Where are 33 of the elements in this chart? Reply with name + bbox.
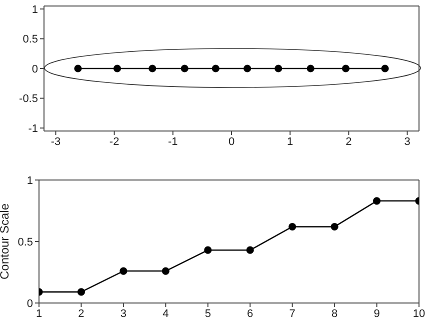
y-tick-label: -0.5 [19, 93, 38, 106]
x-tick-label: -3 [50, 136, 61, 148]
x-tick-label: 10 [412, 308, 426, 320]
point [246, 246, 254, 254]
x-tick-label: 4 [162, 308, 169, 320]
point [204, 246, 212, 254]
x-tick-label: 2 [78, 308, 84, 320]
x-tick-label: 3 [404, 136, 410, 148]
x-tick-label: 7 [289, 308, 296, 320]
x-tick-label: 0 [228, 136, 235, 148]
x-tick-label: 9 [374, 308, 380, 320]
x-tick-label: 2 [346, 136, 352, 148]
y-tick-label: 1 [32, 4, 38, 16]
y-tick-label: 1 [26, 174, 33, 187]
point [162, 267, 170, 275]
y-tick-label: 0 [32, 63, 38, 76]
x-tick-label: 3 [120, 308, 127, 320]
y-axis-title: Contour Scale [0, 203, 12, 280]
y-tick-label: 0 [26, 298, 33, 310]
x-tick-label: 6 [247, 308, 254, 320]
y-tick-label: 0.5 [18, 236, 33, 248]
point [120, 267, 128, 275]
x-tick-label: -1 [168, 136, 178, 148]
point [288, 222, 296, 231]
point [77, 288, 86, 296]
x-tick-label: 5 [204, 308, 211, 320]
x-tick-label: -2 [109, 136, 120, 148]
point [372, 197, 381, 205]
x-tick-label: 8 [331, 308, 338, 320]
point [330, 222, 338, 231]
y-tick-label: 0.5 [22, 34, 38, 46]
y-tick-label: -1 [28, 122, 38, 135]
x-tick-label: 1 [287, 136, 294, 148]
